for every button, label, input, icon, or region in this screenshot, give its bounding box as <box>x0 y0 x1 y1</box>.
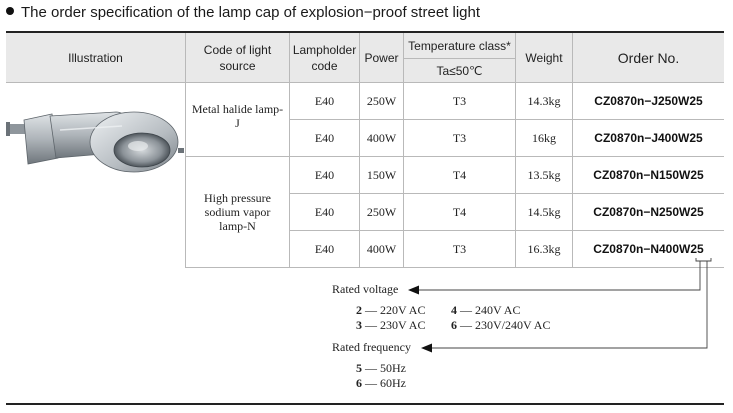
voltage-option: 6 — 230V/240V AC <box>451 318 551 332</box>
rated-frequency-title: Rated frequency <box>332 340 411 354</box>
cell-weight: 16kg <box>532 131 556 145</box>
header-illustration: Illustration <box>68 50 123 65</box>
heading-text: The order specification of the lamp cap … <box>21 4 481 21</box>
cell-lampholder: E40 <box>314 205 335 219</box>
cell-order-no: CZ0870n−J250W25 <box>594 94 703 108</box>
frequency-option: 5 — 50Hz <box>356 361 406 375</box>
col-divider <box>572 33 573 268</box>
cell-power: 250W <box>366 94 397 108</box>
cell-order-no: CZ0870n−N400W25 <box>593 242 704 256</box>
voltage-option: 4 — 240V AC <box>451 303 521 317</box>
frequency-option: 6 — 60Hz <box>356 376 406 390</box>
header-order-no: Order No. <box>617 49 680 66</box>
cell-power: 150W <box>366 168 397 182</box>
cell-lampholder: E40 <box>314 242 335 256</box>
cell-power: 400W <box>366 131 397 145</box>
col-divider <box>289 33 290 268</box>
cell-order-no: CZ0870n−N150W25 <box>593 168 704 182</box>
row-divider <box>289 230 724 231</box>
row-divider <box>289 119 724 120</box>
header-power: Power <box>364 50 399 65</box>
cell-temperature-class: T3 <box>452 131 467 145</box>
table-header-background <box>6 33 724 82</box>
voltage-option: 3 — 230V AC <box>356 318 426 332</box>
header-weight: Weight <box>525 50 563 65</box>
col-divider <box>515 33 516 268</box>
cell-weight: 16.3kg <box>527 242 561 256</box>
cell-weight: 14.5kg <box>527 205 561 219</box>
cell-order-no: CZ0870n−J400W25 <box>594 131 703 145</box>
header-temperature-class: Temperature class* <box>408 38 511 53</box>
cell-power: 400W <box>366 242 397 256</box>
cell-temperature-class: T3 <box>452 242 467 256</box>
group-divider <box>185 156 724 157</box>
bottom-rule <box>6 403 724 405</box>
street-lamp-illustration <box>6 111 184 173</box>
header-subdivider <box>403 58 515 59</box>
cell-order-no: CZ0870n−N250W25 <box>593 205 704 219</box>
cell-lampholder: E40 <box>314 168 335 182</box>
col-divider <box>359 33 360 268</box>
rated-voltage-title: Rated voltage <box>332 282 399 296</box>
section-heading: The order specification of the lamp cap … <box>6 4 480 21</box>
header-temperature-condition: Ta≤50℃ <box>436 63 483 78</box>
header-code-of-light-source: Code of light source <box>203 42 272 73</box>
cell-weight: 14.3kg <box>527 94 561 108</box>
bullet-icon <box>6 7 14 15</box>
cell-lampholder: E40 <box>314 94 335 108</box>
col-divider <box>403 33 404 268</box>
cell-weight: 13.5kg <box>527 168 561 182</box>
top-rule <box>6 31 724 33</box>
source-metal-halide: Metal halide lamp-J <box>191 101 284 130</box>
table-bottom-line <box>185 267 724 268</box>
header-lampholder-code: Lampholder code <box>292 42 357 73</box>
row-divider <box>289 193 724 194</box>
source-high-pressure-sodium: High pressure sodium vapor lamp-N <box>204 191 271 233</box>
cell-temperature-class: T4 <box>452 205 467 219</box>
cell-temperature-class: T3 <box>452 94 467 108</box>
col-divider <box>185 33 186 268</box>
cell-power: 250W <box>366 205 397 219</box>
header-bottom-line <box>6 82 724 83</box>
voltage-option: 2 — 220V AC <box>356 303 426 317</box>
cell-temperature-class: T4 <box>452 168 467 182</box>
cell-lampholder: E40 <box>314 131 335 145</box>
